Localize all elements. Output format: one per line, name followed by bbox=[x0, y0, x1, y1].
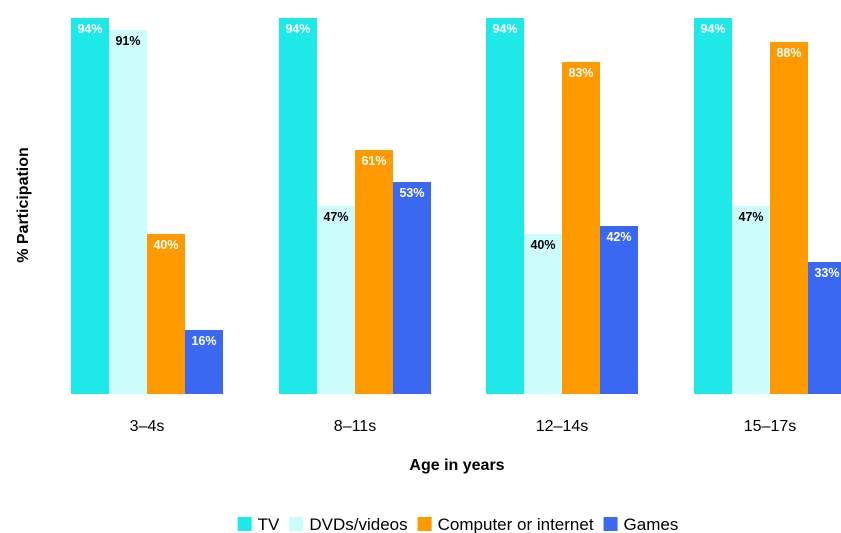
legend: TV DVDs/videos Computer or internet Games bbox=[237, 515, 679, 533]
data-label: 47% bbox=[738, 210, 763, 224]
data-label: 94% bbox=[492, 22, 517, 36]
legend-item-computer-or-internet: Computer or internet bbox=[417, 515, 594, 533]
data-label: 40% bbox=[530, 238, 555, 252]
bar-dvds-videos-3 bbox=[732, 206, 770, 394]
data-label: 42% bbox=[606, 230, 631, 244]
legend-label: DVDs/videos bbox=[309, 515, 407, 533]
data-label: 91% bbox=[115, 34, 140, 48]
data-labels-layer: 94% 91% 40% 16% 94% 47% 61% 53% 94% 40% 83% 42% 94% 4… bbox=[77, 22, 839, 348]
data-label: 61% bbox=[361, 154, 386, 168]
x-tick-label: 8–11s bbox=[334, 418, 376, 435]
bar-dvds-videos-0 bbox=[109, 30, 147, 394]
bar-games-1 bbox=[393, 182, 431, 394]
y-axis-title: % Participation bbox=[15, 147, 32, 263]
legend-swatch bbox=[417, 517, 432, 531]
data-label: 94% bbox=[77, 22, 102, 36]
data-label: 83% bbox=[568, 66, 593, 80]
x-tick-label: 15–17s bbox=[744, 418, 797, 435]
legend-item-dvds-videos: DVDs/videos bbox=[289, 515, 408, 533]
legend-label: TV bbox=[258, 515, 280, 533]
x-tick-label: 12–14s bbox=[536, 418, 589, 435]
data-label: 33% bbox=[814, 266, 839, 280]
x-tick-labels: 3–4s 8–11s 12–14s 15–17s bbox=[130, 418, 797, 435]
bar-games-2 bbox=[600, 226, 638, 394]
bar-computer-or-internet-1 bbox=[355, 150, 393, 394]
data-label: 88% bbox=[776, 46, 801, 60]
x-axis-title: Age in years bbox=[409, 457, 504, 474]
data-label: 53% bbox=[399, 186, 424, 200]
legend-item-games: Games bbox=[603, 515, 679, 533]
bar-tv-0 bbox=[71, 18, 109, 394]
bar-dvds-videos-2 bbox=[524, 234, 562, 394]
x-tick-label: 3–4s bbox=[130, 418, 165, 435]
bar-computer-or-internet-0 bbox=[147, 234, 185, 394]
legend-label: Computer or internet bbox=[438, 515, 594, 533]
data-label: 16% bbox=[191, 334, 216, 348]
bars-layer bbox=[71, 18, 841, 394]
legend-swatch bbox=[289, 517, 304, 531]
bar-tv-2 bbox=[486, 18, 524, 394]
legend-label: Games bbox=[624, 515, 679, 533]
bar-tv-1 bbox=[279, 18, 317, 394]
bar-tv-3 bbox=[694, 18, 732, 394]
bar-computer-or-internet-3 bbox=[770, 42, 808, 394]
legend-swatch bbox=[237, 517, 252, 531]
data-label: 40% bbox=[153, 238, 178, 252]
data-label: 94% bbox=[285, 22, 310, 36]
legend-item-tv: TV bbox=[237, 515, 280, 533]
data-label: 94% bbox=[700, 22, 725, 36]
bar-games-0 bbox=[185, 330, 223, 394]
bar-games-3 bbox=[808, 262, 841, 394]
bar-dvds-videos-1 bbox=[317, 206, 355, 394]
data-label: 47% bbox=[323, 210, 348, 224]
bar-computer-or-internet-2 bbox=[562, 62, 600, 394]
legend-swatch bbox=[603, 517, 618, 531]
